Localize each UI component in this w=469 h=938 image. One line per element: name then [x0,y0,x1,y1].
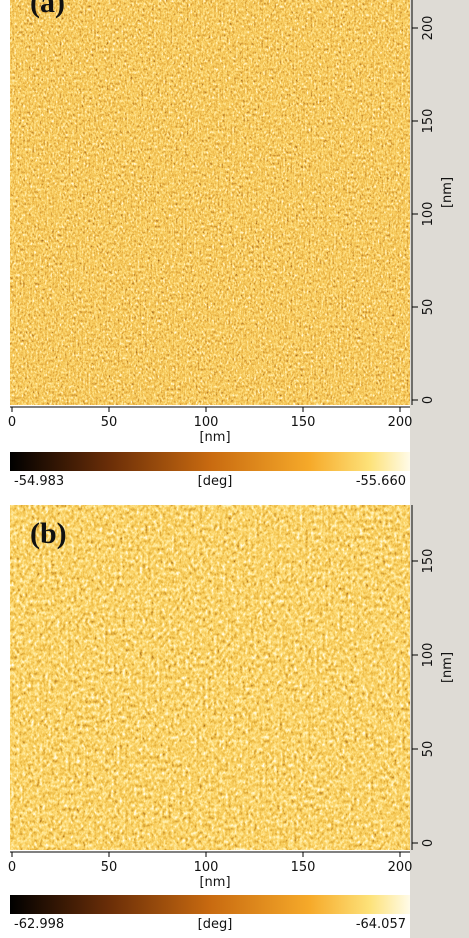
x-tick-label: 200 [388,860,413,875]
x-tick-label: 150 [291,860,316,875]
panel-label: (b) [30,517,67,550]
panel-label: (a) [30,0,65,19]
y-axis-unit: [nm] [440,652,455,683]
afm-image [10,505,410,850]
colorbar-min: -62.998 [14,917,64,932]
y-tick-label: 200 [421,16,436,41]
figure: (a) 0 50 100 150 200 [nm] 0 50 100 150 200 [nm] -54.9… [0,0,469,938]
x-tick-label: 50 [101,860,118,875]
y-tick-label: 150 [421,549,436,574]
y-tick-label: 0 [421,839,436,847]
x-tick-label: 100 [194,415,219,430]
colorbar [10,895,410,914]
colorbar-max: -55.660 [356,474,406,489]
x-tick-label: 200 [388,415,413,430]
y-tick-label: 50 [421,741,436,758]
y-tick-label: 0 [421,396,436,404]
y-tick-label: 100 [421,202,436,227]
colorbar-min: -54.983 [14,474,64,489]
colorbar-unit: [deg] [198,474,233,489]
x-tick-label: 50 [101,415,118,430]
y-axis-unit: [nm] [440,177,455,208]
x-axis-unit: [nm] [199,430,230,445]
colorbar-max: -64.057 [356,917,406,932]
x-tick-label: 0 [8,415,16,430]
y-tick-label: 50 [421,299,436,316]
y-tick-label: 150 [421,109,436,134]
afm-image [10,0,410,405]
colorbar [10,452,410,471]
x-axis-unit: [nm] [199,875,230,890]
x-tick-label: 100 [194,860,219,875]
x-tick-label: 150 [291,415,316,430]
y-tick-label: 100 [421,643,436,668]
colorbar-unit: [deg] [198,917,233,932]
x-tick-label: 0 [8,860,16,875]
side-margin [410,0,469,938]
figure-canvas: (a) 0 50 100 150 200 [nm] 0 50 100 150 200 [nm] -54.9… [0,0,469,938]
